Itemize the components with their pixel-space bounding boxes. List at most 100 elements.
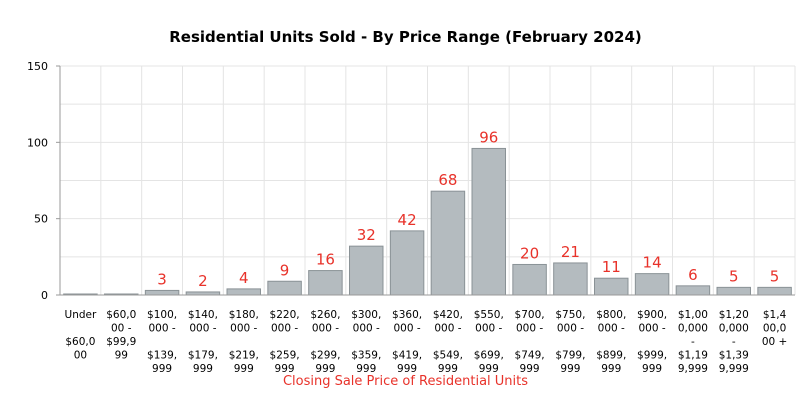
x-tick-label-line: 000 - [516,323,543,335]
x-tick-label: $220, 000 - $259, 999 [270,309,300,375]
bar [471,147,506,296]
data-label: 4 [239,269,249,287]
x-tick-label-line: $259, [270,350,300,362]
grid [59,65,796,296]
x-tick-label-line: $139, [147,350,177,362]
bar [226,288,261,296]
bar [267,280,302,296]
x-tick-label-line: $999, [637,350,667,362]
bar [634,273,670,296]
y-tick-label: 50 [34,213,48,226]
x-tick-label-line: 999 [560,363,580,375]
bar [757,286,792,296]
x-tick-label: $800, 000 - $899, 999 [596,309,626,375]
x-tick-label-line: 999 [234,363,254,375]
data-label: 42 [398,211,417,229]
y-tick-label: 150 [27,60,48,73]
x-tick-label: $550, 000 - $699, 999 [474,309,504,375]
x-tick-label-line: 999 [152,363,172,375]
x-tick-label-line: 999 [520,363,540,375]
x-tick-label-line: $60,0 [65,336,95,348]
x-tick-label-line: 000 - [148,323,175,335]
x-tick-label-line: - [691,336,695,348]
x-tick-label-line [283,336,286,348]
x-tick-label-line: 9,999 [719,363,749,375]
x-tick-label-line: $360, [392,309,422,321]
x-tick-label: $100, 000 - $139, 999 [147,309,177,375]
chart-title: Residential Units Sold - By Price Range … [169,28,642,46]
data-label: 16 [316,251,335,269]
x-tick-label: $180, 000 - $219, 999 [229,309,259,375]
x-tick-label-line: 999 [193,363,213,375]
data-label: 96 [479,128,498,146]
x-tick-label-line: 00,0 [763,323,786,335]
x-tick-label-line: $800, [596,309,626,321]
x-tick-label: $1,4 00,0 00 + [762,309,788,348]
x-tick-label-line [201,336,204,348]
data-label: 5 [729,267,739,285]
x-tick-label-line: 000 - [475,323,502,335]
data-label: 32 [357,226,376,244]
x-tick-label: $60,0 00 -$99,9 99 [106,309,136,362]
x-tick-label-line: 000 - [353,323,380,335]
x-tick-label-line [446,336,449,348]
x-tick-label-line: $99,9 [106,336,136,348]
x-tick-label-line [650,336,653,348]
x-tick-label-line [610,336,613,348]
x-tick-label-line: $260, [310,309,340,321]
x-tick-label-line: 9,999 [678,363,708,375]
data-label: 9 [280,261,290,279]
x-tick-label-line: $1,4 [763,309,787,321]
x-tick-label-line: 999 [397,363,417,375]
x-tick-label-line: 000 - [557,323,584,335]
x-tick-label-line: 000 - [230,323,257,335]
data-label: 21 [561,243,580,261]
bar [594,277,629,296]
x-tick-label: Under $60,0 00 [65,309,97,362]
x-tick-label-line: $699, [474,350,504,362]
x-tick-label-line: $1,39 [719,350,749,362]
x-tick-label-line: $179, [188,350,218,362]
x-tick-label-line [569,336,572,348]
bars [63,147,792,296]
x-tick-label-line: $799, [555,350,585,362]
x-tick-label-line: $220, [270,309,300,321]
x-tick-label-line: $899, [596,350,626,362]
x-tick-label-line: 000 - [312,323,339,335]
data-label: 20 [520,244,539,262]
x-tick-label-line: $420, [433,309,463,321]
bar [144,289,180,296]
x-tick-label-line: $300, [351,309,381,321]
x-tick-label-line: 000 - [189,323,216,335]
x-tick-label-line: 000 - [638,323,665,335]
bar [308,270,343,296]
x-tick-label-line: 000 - [271,323,298,335]
x-tick-label-line: 999 [642,363,662,375]
x-tick-label-line: 999 [275,363,295,375]
x-tick-label-line: $140, [188,309,218,321]
x-tick-label: $1,00 0,000 - $1,19 9,999 [678,309,708,375]
x-tick-label: $900, 000 - $999, 999 [637,309,667,375]
bar [430,190,466,296]
bar [389,230,425,296]
x-tick-label: $750, 000 - $799, 999 [555,309,585,375]
data-label: 3 [157,270,167,288]
x-tick-label-line: 0,000 [719,323,749,335]
x-tick-label-line: 000 - [598,323,625,335]
x-tick-label: $360, 000 - $419, 999 [392,309,422,375]
data-label: 6 [688,266,698,284]
x-tick-label-line: 00 + [762,336,788,348]
x-tick-label-line: 00 - [111,323,132,335]
x-tick-label-line: 999 [601,363,621,375]
x-tick-label-line: 999 [356,363,376,375]
x-tick-label-line: 000 - [393,323,420,335]
x-tick-label-line: $299, [310,350,340,362]
x-tick-label-line: 0,000 [678,323,708,335]
data-label: 68 [438,171,457,189]
y-tick-label: 100 [27,136,48,149]
x-tick-label-line: $700, [515,309,545,321]
x-tick-label-line: - [732,336,736,348]
